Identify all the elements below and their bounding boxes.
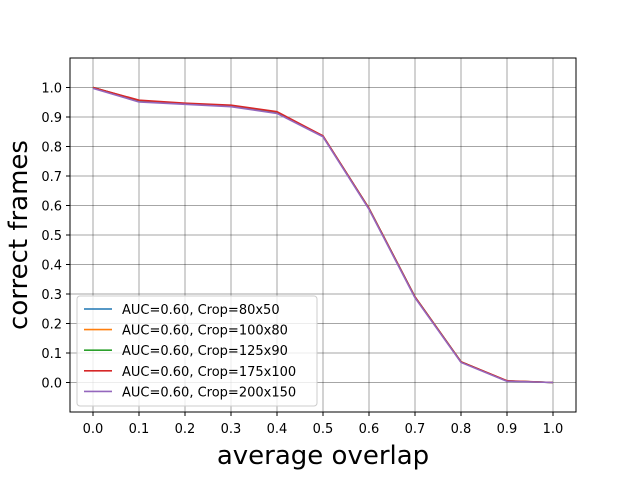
x-tick-label: 0.8 — [451, 422, 472, 437]
x-tick-label: 1.0 — [543, 422, 564, 437]
y-tick-label: 0.9 — [41, 111, 62, 126]
y-tick-label: 0.4 — [41, 259, 62, 274]
x-tick-label: 0.7 — [405, 422, 426, 437]
x-tick-label: 0.4 — [267, 422, 288, 437]
x-axis-label: average overlap — [217, 441, 429, 471]
x-tick-label: 0.9 — [497, 422, 518, 437]
x-tick-label: 0.1 — [129, 422, 150, 437]
y-tick-label: 0.3 — [41, 288, 62, 303]
series-line — [92, 87, 554, 384]
x-tick-label: 0.3 — [221, 422, 242, 437]
legend-entry-label: AUC=0.60, Crop=100x80 — [122, 324, 288, 339]
legend-entry-label: AUC=0.60, Crop=175x100 — [122, 365, 296, 380]
x-axis-ticks: 0.0 0.1 0.2 0.3 0.4 0.5 0.6 0.7 0.8 0.9 1.0 — [83, 412, 564, 437]
legend-box — [76, 295, 318, 407]
legend-entry-label: AUC=0.60, Crop=200x150 — [122, 385, 296, 400]
legend-entry-label: AUC=0.60, Crop=80x50 — [122, 303, 280, 318]
legend: AUC=0.60, Crop=80x50 AUC=0.60, Crop=100x8… — [76, 295, 318, 407]
y-tick-label: 0.5 — [41, 229, 62, 244]
x-tick-label: 0.5 — [313, 422, 334, 437]
y-tick-label: 0.7 — [41, 170, 62, 185]
y-tick-label: 0.8 — [41, 141, 62, 156]
y-tick-label: 0.1 — [41, 347, 62, 362]
y-tick-label: 0.6 — [41, 200, 62, 215]
y-tick-label: 0.0 — [41, 377, 62, 392]
y-axis-ticks: 0.0 0.1 0.2 0.3 0.4 0.5 0.6 0.7 0.8 0.9 1.0 — [41, 82, 70, 392]
y-axis-label: correct frames — [4, 140, 34, 330]
x-tick-label: 0.2 — [175, 422, 196, 437]
y-tick-label: 1.0 — [41, 82, 62, 97]
series-lines — [92, 86, 554, 384]
legend-entry-label: AUC=0.60, Crop=125x90 — [122, 344, 288, 359]
x-tick-label: 0.6 — [359, 422, 380, 437]
y-gridlines — [70, 87, 576, 383]
x-tick-label: 0.0 — [83, 422, 104, 437]
x-gridlines — [92, 58, 554, 412]
y-tick-label: 0.2 — [41, 318, 62, 333]
